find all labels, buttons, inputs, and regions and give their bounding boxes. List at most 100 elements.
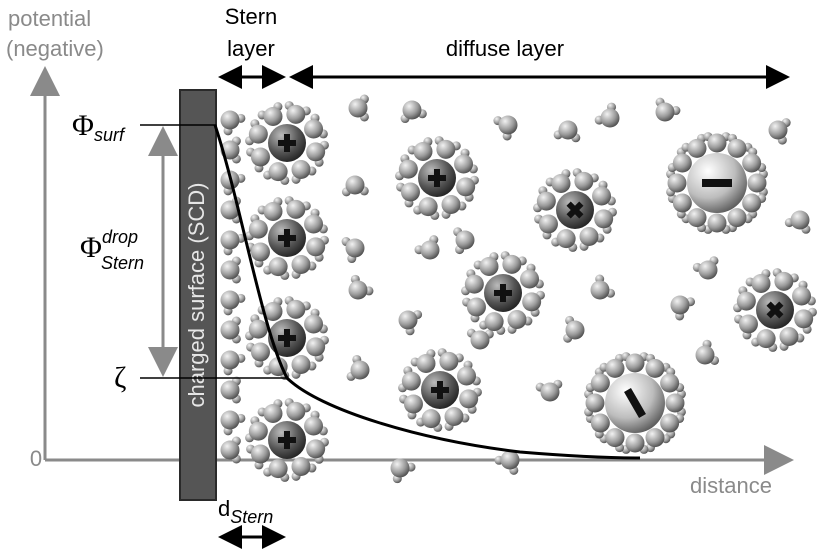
water (751, 273, 771, 293)
water (250, 444, 270, 464)
water (402, 100, 422, 120)
water (707, 213, 727, 233)
water (455, 230, 475, 250)
water (306, 142, 326, 162)
water (304, 314, 324, 334)
water (590, 413, 610, 433)
water (306, 237, 326, 257)
water (779, 327, 799, 347)
water (667, 173, 687, 193)
water (398, 159, 418, 179)
plus-sign (428, 169, 446, 187)
water (220, 290, 240, 310)
water (263, 301, 283, 321)
water (348, 280, 368, 300)
water (500, 450, 520, 470)
water (670, 295, 690, 315)
water (665, 393, 685, 413)
water (590, 373, 610, 393)
molecules (220, 94, 817, 484)
plus-sign (766, 301, 784, 319)
water (454, 154, 474, 174)
water (579, 227, 599, 247)
water (605, 428, 625, 448)
water (345, 175, 365, 195)
water (400, 182, 420, 202)
water (590, 280, 610, 300)
water (418, 197, 438, 217)
water (507, 310, 527, 330)
water (248, 219, 268, 239)
water (220, 440, 240, 460)
potential-curve (213, 124, 641, 460)
water (742, 193, 762, 213)
water (536, 191, 556, 211)
water (556, 229, 576, 249)
water (742, 153, 762, 173)
water (498, 115, 518, 135)
water (268, 162, 288, 182)
water (484, 312, 504, 332)
water (459, 389, 479, 409)
water (456, 177, 476, 197)
zeta-label: ζ (114, 361, 126, 394)
plus-sign (566, 201, 584, 219)
water (660, 373, 680, 393)
water (398, 310, 418, 330)
water (304, 416, 324, 436)
water (413, 141, 433, 161)
y-axis-label: potential (8, 6, 91, 31)
water (687, 208, 707, 228)
water (220, 230, 240, 250)
water (736, 291, 756, 311)
water (625, 353, 645, 373)
water (268, 257, 288, 277)
water (522, 292, 542, 312)
water (672, 153, 692, 173)
water (263, 106, 283, 126)
water (348, 98, 368, 118)
water (220, 260, 240, 280)
water (390, 458, 410, 478)
water (306, 439, 326, 459)
water (565, 320, 585, 340)
water (645, 428, 665, 448)
water (220, 380, 240, 400)
water (574, 171, 594, 191)
phi-drop-label: Φdrop (80, 227, 138, 264)
water (291, 255, 311, 275)
water (286, 299, 306, 319)
water (268, 459, 288, 479)
water (444, 407, 464, 427)
water (707, 133, 727, 153)
water (250, 242, 270, 262)
water (439, 351, 459, 371)
water (698, 260, 718, 280)
water (441, 195, 461, 215)
water (220, 200, 240, 220)
plus-sign (278, 229, 296, 247)
water (436, 139, 456, 159)
water (645, 358, 665, 378)
plus-sign (431, 381, 449, 399)
water (625, 433, 645, 453)
water (540, 382, 560, 402)
water (350, 360, 370, 380)
phi-surf-label: Φsurf (72, 109, 126, 145)
water (470, 330, 490, 350)
water (502, 254, 522, 274)
water (792, 286, 812, 306)
water (416, 353, 436, 373)
water (592, 186, 612, 206)
water (403, 394, 423, 414)
water (286, 199, 306, 219)
water (291, 355, 311, 375)
water (220, 110, 240, 130)
water (304, 214, 324, 234)
diffuse-label: diffuse layer (446, 36, 564, 61)
minus-sign (624, 388, 646, 418)
water (672, 193, 692, 213)
water (551, 173, 571, 193)
water (687, 138, 707, 158)
